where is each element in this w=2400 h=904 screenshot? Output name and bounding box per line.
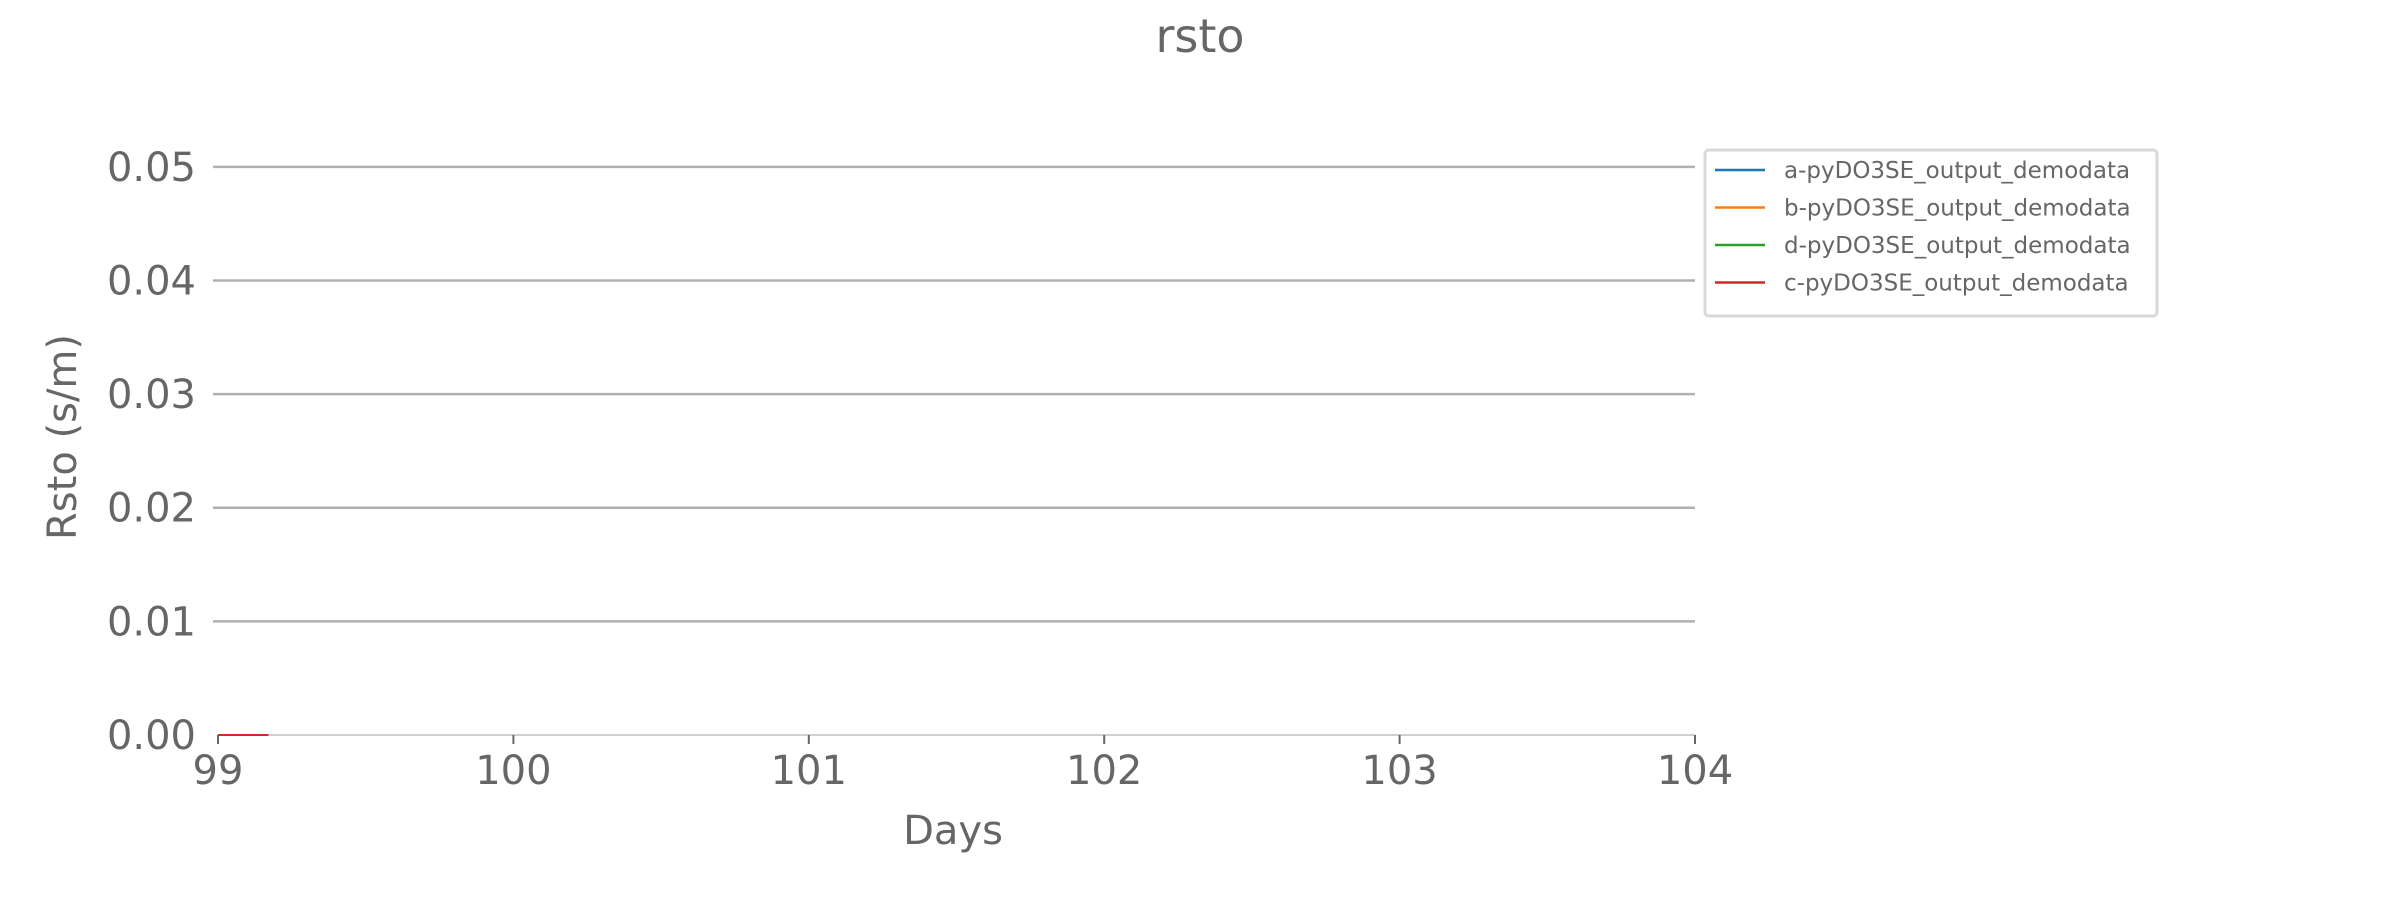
legend-label: b-pyDO3SE_output_demodata bbox=[1784, 196, 2131, 222]
legend-label: c-pyDO3SE_output_demodata bbox=[1784, 271, 2129, 297]
x-axis-label: Days bbox=[903, 808, 1003, 854]
legend-box bbox=[1703, 148, 2159, 318]
y-tick-label: 0.01 bbox=[107, 599, 196, 645]
y-tick-label: 0.05 bbox=[107, 145, 196, 191]
chart-title: rsto bbox=[1155, 9, 1244, 63]
y-tick-label: 0.02 bbox=[107, 486, 196, 532]
axes bbox=[217, 734, 1696, 744]
x-tick-label: 101 bbox=[771, 748, 847, 794]
y-tick-label: 0.04 bbox=[107, 258, 196, 304]
legend: a-pyDO3SE_output_demodata b-pyDO3SE_outpu… bbox=[1703, 148, 2159, 318]
legend-label: a-pyDO3SE_output_demodata bbox=[1784, 158, 2130, 184]
x-tick-label: 102 bbox=[1066, 748, 1142, 794]
legend-label: d-pyDO3SE_output_demodata bbox=[1784, 233, 2131, 259]
tick-labels: 0.00 0.01 0.02 0.03 0.04 0.05 99 100 101 102 103 10… bbox=[107, 145, 1733, 794]
x-tick-label: 104 bbox=[1657, 748, 1733, 794]
x-tick-label: 100 bbox=[475, 748, 551, 794]
y-axis-label: Rsto (s/m) bbox=[40, 334, 86, 540]
y-tick-label: 0.00 bbox=[107, 713, 196, 759]
x-tick-label: 103 bbox=[1361, 748, 1437, 794]
gridlines bbox=[213, 165, 1695, 623]
x-tick-label: 99 bbox=[193, 748, 244, 794]
y-tick-label: 0.03 bbox=[107, 372, 196, 418]
